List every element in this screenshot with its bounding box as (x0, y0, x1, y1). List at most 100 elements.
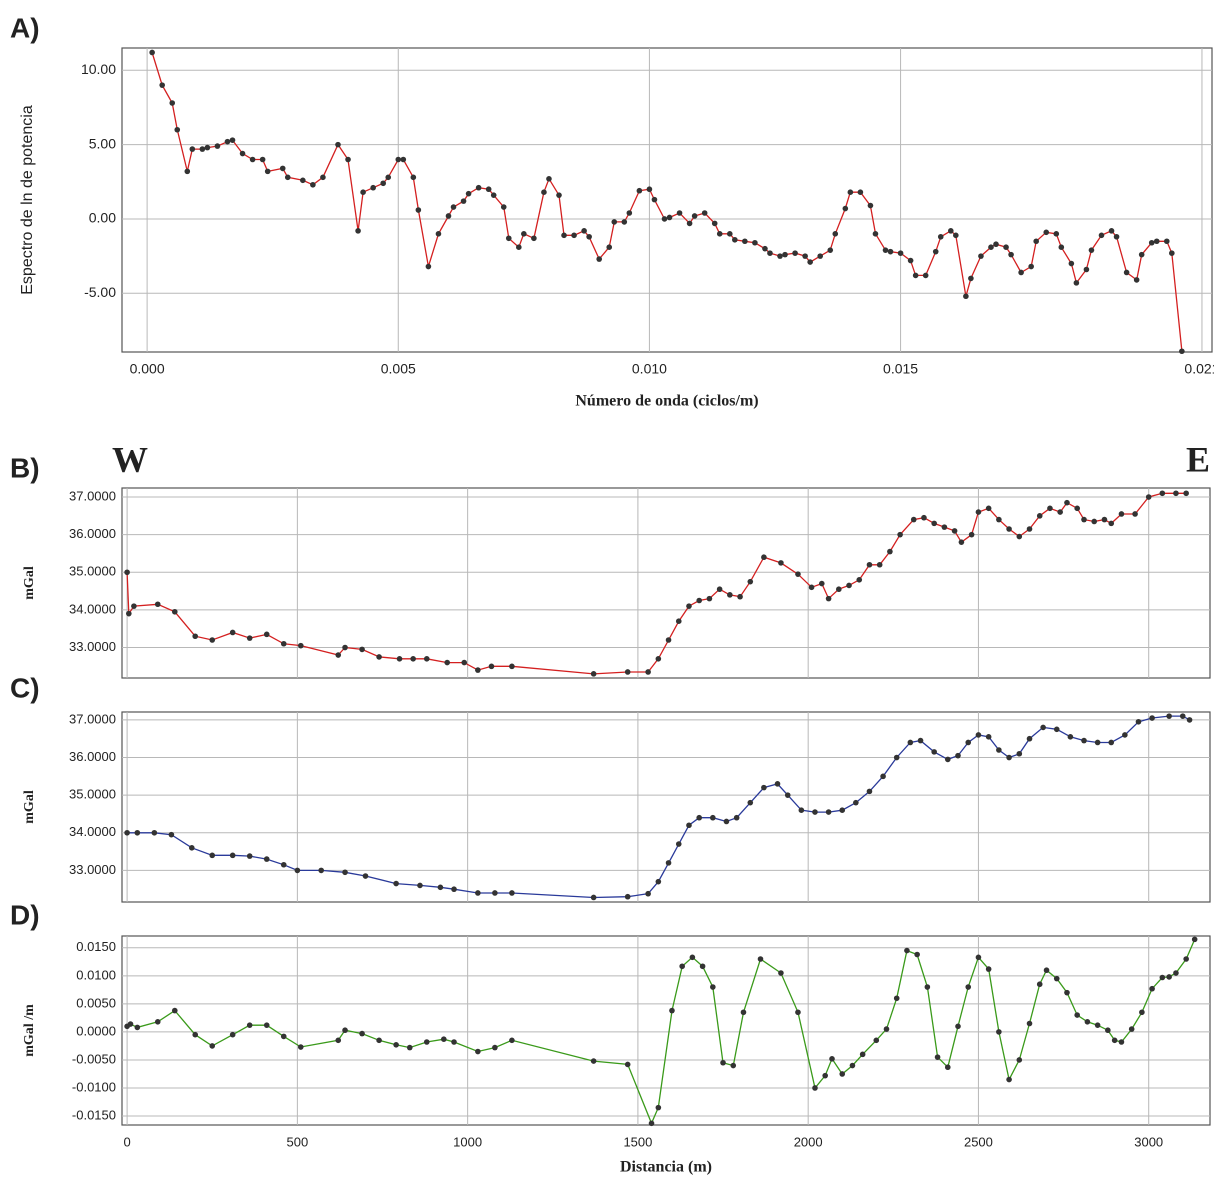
y-tick-label: 0.0050 (76, 995, 116, 1010)
data-point (441, 1036, 447, 1042)
data-point (912, 272, 919, 279)
data-point (1153, 238, 1160, 245)
data-point (887, 548, 893, 555)
data-point (1173, 970, 1179, 976)
data-point (985, 505, 992, 512)
data-point (922, 272, 929, 279)
data-point (1163, 238, 1170, 245)
data-point (134, 829, 141, 836)
data-point (509, 890, 515, 896)
data-point (951, 528, 958, 534)
data-point (646, 186, 653, 193)
data-point (893, 995, 900, 1002)
x-tick-label: 1500 (623, 1134, 652, 1149)
data-point (996, 516, 1002, 523)
data-point (1108, 228, 1115, 234)
data-point (661, 216, 668, 222)
data-point (246, 635, 253, 641)
data-point (932, 248, 939, 255)
data-point (516, 244, 522, 250)
data-point (189, 146, 196, 152)
data-point (423, 656, 430, 662)
data-point (1083, 266, 1090, 273)
y-tick-label: 37.0000 (69, 488, 116, 503)
data-point (924, 984, 931, 990)
data-point (335, 652, 342, 658)
data-point (521, 231, 527, 237)
data-point (866, 788, 873, 795)
data-point (1149, 985, 1155, 992)
data-point (264, 168, 271, 175)
data-point (509, 663, 515, 670)
data-point (676, 210, 683, 216)
data-point (706, 595, 713, 602)
data-point (229, 137, 236, 143)
data-point (380, 180, 386, 187)
x-tick-label: 0.005 (381, 361, 416, 377)
data-point (876, 561, 883, 568)
data-point (686, 822, 692, 829)
data-point (856, 577, 863, 583)
data-point (699, 963, 706, 970)
data-point (867, 202, 874, 209)
data-point (124, 569, 130, 576)
data-point (1108, 520, 1115, 527)
data-point (988, 244, 994, 250)
data-point (1074, 1012, 1080, 1018)
data-point (263, 631, 270, 638)
data-point (1026, 735, 1033, 742)
data-point (263, 1022, 270, 1028)
plot-area (121, 711, 1211, 903)
data-point (606, 244, 613, 250)
data-point (737, 593, 743, 600)
data-point (297, 642, 304, 649)
data-point (761, 784, 767, 791)
data-point (1006, 1076, 1012, 1083)
data-point (370, 184, 376, 191)
data-point (246, 853, 253, 859)
data-point (1111, 1037, 1118, 1044)
data-point (655, 656, 662, 662)
data-point (907, 739, 914, 746)
data-point (730, 1062, 737, 1069)
data-point (310, 181, 316, 188)
data-point (451, 1039, 457, 1045)
y-tick-label: 37.0000 (69, 711, 116, 726)
panel-label: B) (10, 452, 40, 483)
data-point (696, 597, 703, 604)
data-point (686, 220, 693, 227)
data-point (127, 1021, 134, 1027)
data-point (621, 219, 628, 225)
data-point (948, 228, 954, 234)
data-point (645, 890, 651, 897)
data-point (836, 586, 842, 593)
data-point (761, 554, 767, 561)
data-point (1073, 280, 1080, 286)
x-tick-label: 1000 (453, 1134, 482, 1149)
data-point (993, 241, 999, 248)
data-point (1074, 505, 1080, 512)
data-point (839, 807, 846, 813)
data-point (931, 749, 937, 755)
data-point (675, 841, 682, 847)
y-tick-label: -0.0100 (72, 1079, 116, 1094)
data-point (209, 637, 216, 643)
data-point (571, 232, 577, 239)
data-point (1068, 260, 1075, 267)
data-point (1148, 239, 1155, 246)
panel-label: D) (10, 899, 40, 930)
data-point (1058, 244, 1065, 250)
data-point (931, 520, 937, 527)
data-point (812, 809, 818, 815)
data-point (590, 894, 597, 901)
data-point (645, 669, 651, 675)
data-point (941, 524, 948, 530)
data-point (1016, 1057, 1023, 1063)
data-point (1128, 1026, 1135, 1032)
data-point (376, 1037, 382, 1044)
data-point (168, 831, 175, 838)
y-tick-label: 35.0000 (69, 787, 116, 802)
x-tick-label: 2500 (964, 1134, 993, 1149)
data-point (648, 1120, 655, 1127)
data-point (345, 156, 351, 163)
